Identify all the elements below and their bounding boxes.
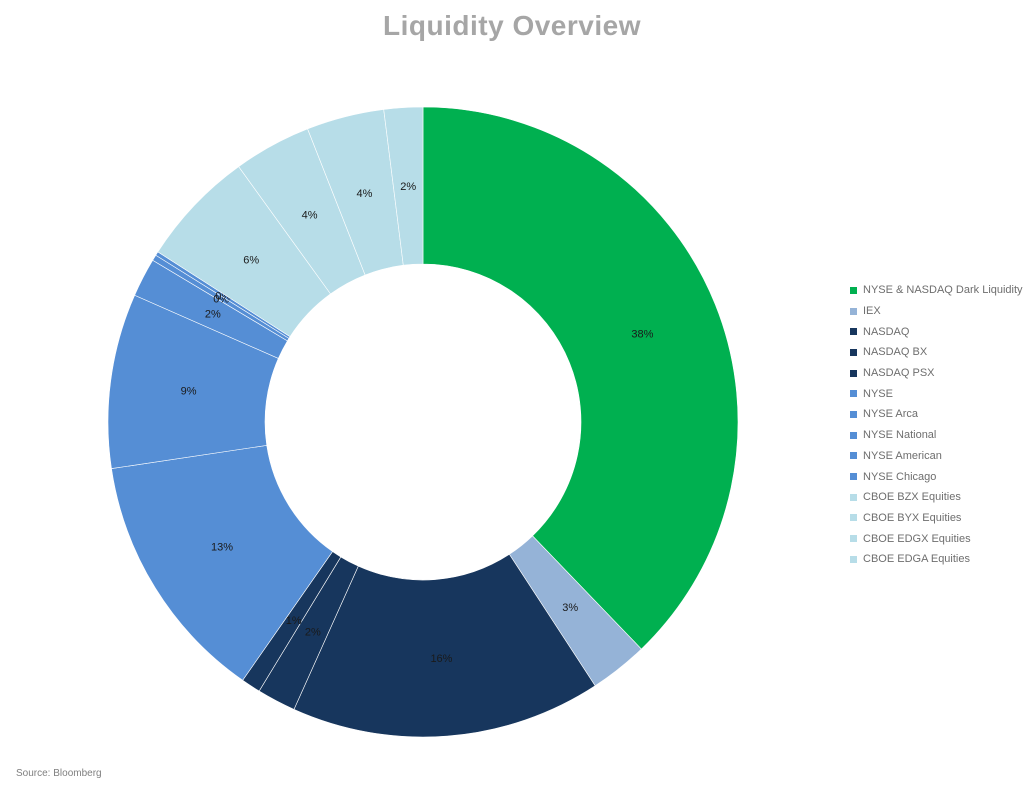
legend-item-11: CBOE BYX Equities: [850, 508, 1023, 529]
slice-label-13: 2%: [400, 181, 416, 193]
slice-label-6: 9%: [181, 386, 197, 398]
legend-label-9: NYSE Chicago: [863, 470, 937, 483]
legend-item-12: CBOE EDGX Equities: [850, 528, 1023, 549]
legend-label-1: IEX: [863, 305, 881, 318]
slice-13: [383, 106, 424, 266]
legend-label-0: NYSE & NASDAQ Dark Liquidity: [863, 284, 1023, 297]
legend-label-12: CBOE EDGX Equities: [863, 532, 971, 545]
legend-item-3: NASDAQ BX: [850, 342, 1023, 363]
slice-label-5: 13%: [211, 542, 233, 554]
slice-0: [422, 106, 739, 650]
legend-item-0: NYSE & NASDAQ Dark Liquidity: [850, 280, 1023, 301]
legend-swatch-1: [850, 307, 857, 315]
legend-swatch-3: [850, 348, 857, 356]
legend-label-13: CBOE EDGA Equities: [863, 553, 970, 566]
legend-item-8: NYSE American: [850, 446, 1023, 467]
slice-2: [293, 553, 596, 738]
legend-label-7: NYSE National: [863, 429, 937, 442]
legend-swatch-0: [850, 286, 857, 294]
slice-label-11: 4%: [302, 209, 318, 221]
chart-legend: NYSE & NASDAQ Dark Liquidity IEX NASDAQ NAS…: [850, 280, 1023, 570]
legend-swatch-8: [850, 452, 857, 460]
legend-item-13: CBOE EDGA Equities: [850, 549, 1023, 570]
slice-label-7: 2%: [205, 308, 221, 320]
legend-item-10: CBOE BZX Equities: [850, 487, 1023, 508]
legend-swatch-4: [850, 369, 857, 377]
legend-label-2: NASDAQ: [863, 325, 910, 338]
legend-label-11: CBOE BYX Equities: [863, 511, 962, 524]
legend-label-4: NASDAQ PSX: [863, 367, 935, 380]
legend-label-3: NASDAQ BX: [863, 346, 928, 359]
slice-label-4: 1%: [286, 615, 302, 627]
slice-label-1: 3%: [562, 602, 578, 614]
legend-item-2: NASDAQ: [850, 321, 1023, 342]
legend-item-6: NYSE Arca: [850, 404, 1023, 425]
slice-label-2: 16%: [430, 653, 452, 665]
slice-label-12: 4%: [357, 188, 373, 200]
legend-item-5: NYSE: [850, 383, 1023, 404]
legend-swatch-13: [850, 555, 857, 563]
legend-swatch-5: [850, 390, 857, 398]
legend-item-4: NASDAQ PSX: [850, 363, 1023, 384]
legend-swatch-2: [850, 328, 857, 336]
slice-5: [111, 445, 333, 681]
chart-title: Liquidity Overview: [383, 10, 641, 41]
legend-swatch-10: [850, 493, 857, 501]
legend-item-7: NYSE National: [850, 425, 1023, 446]
legend-swatch-9: [850, 473, 857, 481]
legend-item-1: IEX: [850, 301, 1023, 322]
legend-swatch-6: [850, 410, 857, 418]
slice-label-3: 2%: [305, 626, 321, 638]
legend-item-9: NYSE Chicago: [850, 466, 1023, 487]
legend-label-8: NYSE American: [863, 449, 942, 462]
slice-label-10: 6%: [243, 254, 259, 266]
legend-swatch-11: [850, 514, 857, 522]
legend-label-5: NYSE: [863, 387, 893, 400]
legend-label-6: NYSE Arca: [863, 408, 919, 421]
legend-swatch-7: [850, 431, 857, 439]
slice-label-0: 38%: [631, 329, 653, 341]
source-note: Source: Bloomberg: [16, 768, 102, 779]
legend-swatch-12: [850, 535, 857, 543]
legend-label-10: CBOE BZX Equities: [863, 491, 961, 504]
